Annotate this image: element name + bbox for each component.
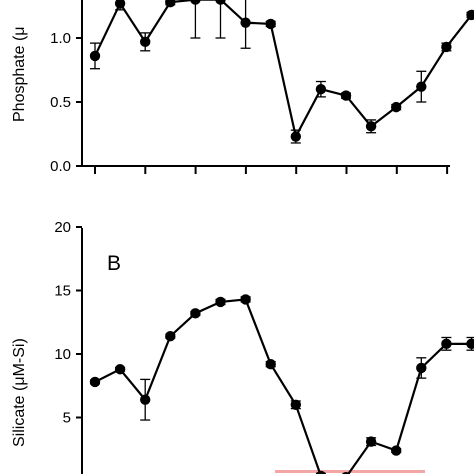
panel-b-y-ticks: 5 10 15 20 [54, 219, 82, 427]
data-point [391, 101, 402, 113]
data-point [89, 376, 101, 388]
data-point [341, 471, 351, 474]
data-point [240, 17, 251, 28]
data-point [441, 41, 452, 53]
data-point [365, 436, 377, 447]
y-tick-label: 10 [54, 346, 71, 363]
data-point [340, 90, 352, 101]
y-tick-label: 1.0 [50, 30, 71, 47]
data-point [215, 0, 226, 5]
panel-a-y-axis-title: Phosphate (μ [11, 27, 28, 123]
data-point [114, 0, 126, 9]
data-point [265, 18, 276, 30]
data-point [215, 296, 226, 308]
series-line [94, 0, 473, 140]
data-point [391, 445, 402, 456]
data-point [140, 394, 151, 405]
y-tick-label: 5 [63, 410, 71, 427]
data-point [240, 294, 251, 305]
data-point [290, 399, 301, 410]
data-point [140, 36, 151, 48]
data-point [466, 338, 474, 350]
data-point [416, 362, 427, 374]
data-point [316, 470, 326, 474]
panel-a-series [89, 0, 474, 144]
data-point [416, 81, 427, 92]
data-point [441, 338, 452, 350]
data-point [290, 131, 301, 142]
data-point [89, 50, 101, 62]
data-point [265, 358, 276, 370]
data-point [165, 331, 176, 342]
y-tick-label: 0.0 [50, 158, 71, 175]
panel-a-y-ticks: 0.0 0.5 1.0 [50, 30, 82, 175]
data-point [365, 121, 377, 132]
data-point [165, 0, 176, 8]
y-tick-label: 0.5 [50, 94, 71, 111]
data-point [190, 0, 201, 5]
y-tick-label: 15 [54, 283, 71, 300]
data-point [466, 9, 474, 21]
panel-b-series [89, 294, 474, 474]
panel-a-x-ticks [94, 166, 449, 174]
data-point [190, 308, 201, 319]
panel-b-label: B [107, 252, 121, 275]
data-point [114, 364, 126, 375]
panel-a: 0.0 0.5 1.0 Phosphate (μ [11, 0, 474, 175]
y-tick-label: 20 [54, 219, 71, 236]
panel-b-y-axis-title: Silicate (μM-Si) [11, 338, 28, 447]
series-line [94, 298, 472, 474]
data-point [315, 84, 327, 95]
panel-b: 5 10 15 20 B Silicate (μM-Si) [11, 219, 474, 474]
